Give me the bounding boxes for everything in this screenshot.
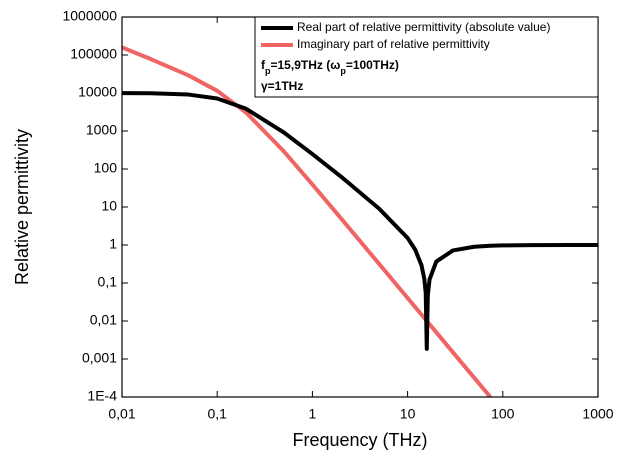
- x-tick-label: 1: [309, 406, 317, 422]
- series-line: [122, 45, 492, 397]
- y-tick-label: 100: [94, 160, 118, 176]
- annotation-part: =15,9THz (ω: [271, 58, 341, 72]
- annotation: γ=1THz: [261, 79, 303, 93]
- legend-label: Real part of relative permittivity (abso…: [297, 20, 550, 34]
- annotation-part: p: [340, 66, 346, 76]
- y-axis-label: Relative permittivity: [12, 129, 32, 285]
- annotation-part: f: [261, 58, 266, 72]
- y-tick-label: 10: [101, 198, 117, 214]
- y-tick-label: 0,01: [90, 312, 117, 328]
- series-line: [122, 91, 598, 351]
- x-tick-label: 0,1: [207, 406, 227, 422]
- legend-label: Imaginary part of relative permittivity: [297, 37, 490, 51]
- y-tick-label: 1E-4: [87, 388, 117, 404]
- y-tick-label: 1000: [86, 122, 117, 138]
- annotation-part: γ=1THz: [261, 79, 303, 93]
- x-tick-label: 1000: [582, 406, 613, 422]
- plot-area: [122, 45, 598, 397]
- y-tick-label: 1000000: [62, 8, 117, 24]
- annotation-part: =100THz): [346, 58, 399, 72]
- x-tick-label: 100: [491, 406, 515, 422]
- x-tick-label: 0,01: [108, 406, 135, 422]
- annotation-part: p: [265, 66, 271, 76]
- y-tick-label: 100000: [70, 46, 117, 62]
- y-tick-label: 0,1: [98, 274, 118, 290]
- x-axis-label: Frequency (THz): [292, 430, 427, 450]
- y-tick-label: 1: [109, 236, 117, 252]
- annotation: fp=15,9THz (ωp=100THz): [261, 58, 399, 76]
- y-tick-label: 0,001: [82, 350, 117, 366]
- x-tick-label: 10: [400, 406, 416, 422]
- y-tick-label: 10000: [78, 84, 117, 100]
- legend-box: [254, 16, 599, 98]
